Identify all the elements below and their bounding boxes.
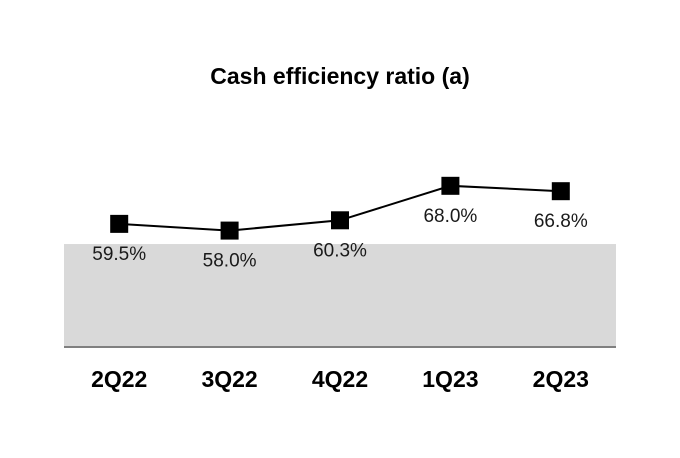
data-point-marker xyxy=(551,182,570,201)
shaded-band xyxy=(64,244,616,347)
data-point-marker xyxy=(441,176,460,195)
data-point-marker xyxy=(110,214,129,233)
category-tick-label: 4Q22 xyxy=(312,366,368,392)
category-tick-label: 2Q22 xyxy=(91,366,147,392)
category-tick-label: 1Q23 xyxy=(422,366,478,392)
data-point-marker xyxy=(331,211,349,230)
data-label: 58.0% xyxy=(203,251,257,272)
series-markers xyxy=(110,176,570,240)
data-label: 59.5% xyxy=(92,244,146,265)
chart-title: Cash efficiency ratio (a) xyxy=(210,63,469,89)
data-label: 68.0% xyxy=(423,206,477,227)
data-point-marker xyxy=(220,221,239,240)
data-label: 60.3% xyxy=(313,240,367,261)
data-labels: 59.5% 58.0% 60.3% 68.0% 66.8% xyxy=(92,206,588,272)
category-labels: 2Q22 3Q22 4Q22 1Q23 2Q23 xyxy=(91,366,589,392)
category-tick-label: 2Q23 xyxy=(533,366,589,392)
category-tick-label: 3Q22 xyxy=(201,366,257,392)
data-label: 66.8% xyxy=(534,211,588,232)
